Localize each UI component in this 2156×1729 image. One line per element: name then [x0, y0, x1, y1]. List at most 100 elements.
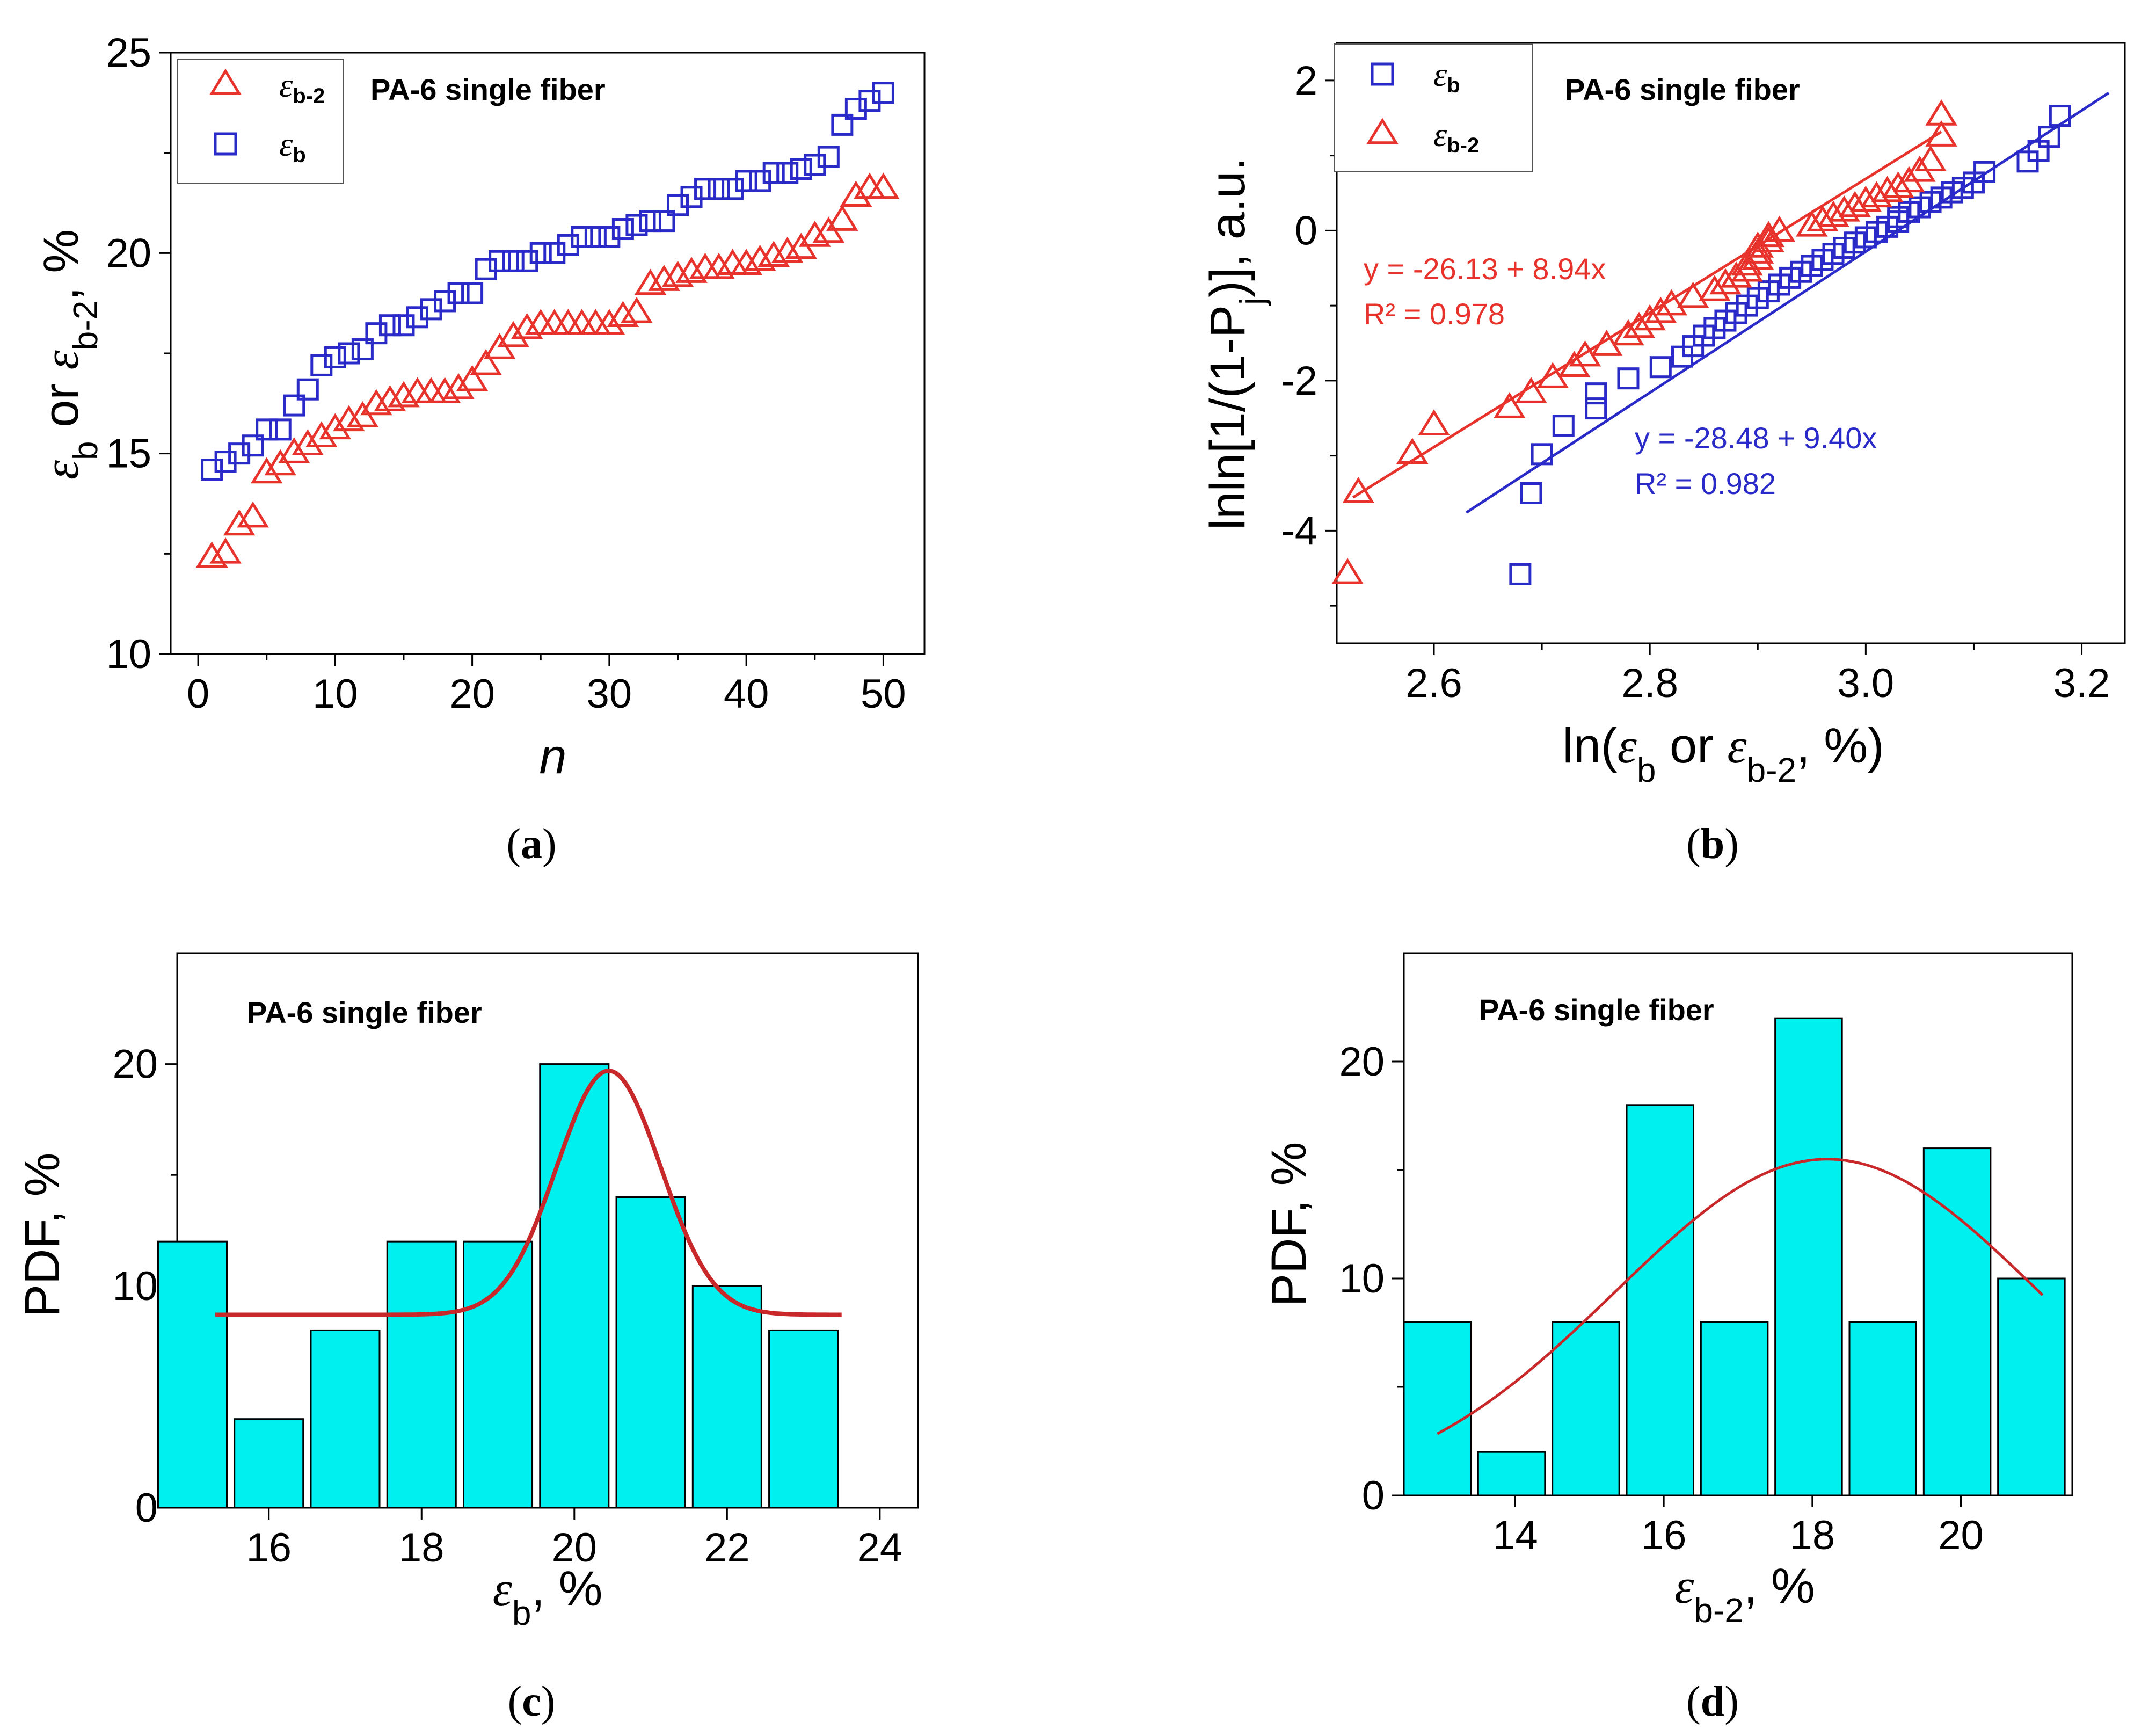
x-tick-label: 20: [449, 671, 495, 717]
data-point-eb2: [456, 365, 489, 391]
data-point-eb: [831, 113, 854, 136]
histogram-bar: [1477, 1451, 1546, 1496]
data-point-eb2: [840, 180, 872, 207]
data-point-eb2: [1655, 289, 1688, 316]
data-point-eb: [680, 186, 703, 208]
data-point-eb2: [470, 348, 502, 375]
x-tick-label: 20: [552, 1525, 598, 1571]
data-point-eb2: [1342, 477, 1374, 503]
histogram-bar: [157, 1240, 228, 1509]
data-point-eb2: [1644, 296, 1677, 323]
data-point-eb: [242, 434, 264, 457]
data-point-eb: [872, 82, 894, 104]
x-tick-label: 16: [246, 1525, 292, 1571]
data-point-eb: [1509, 563, 1532, 585]
data-point-eb: [296, 378, 319, 401]
data-point-eb2: [607, 301, 639, 328]
data-point-eb: [667, 194, 689, 216]
data-point-eb2: [771, 236, 804, 263]
data-point-eb: [1617, 367, 1640, 390]
data-point-eb: [406, 306, 428, 329]
data-point-eb2: [1796, 210, 1828, 237]
plot-frame: [1336, 42, 2126, 644]
data-point-eb2: [250, 457, 283, 484]
data-point-eb: [708, 178, 730, 200]
data-point-eb: [461, 282, 484, 304]
fit-equation-eb: y = -28.48 + 9.40x: [1635, 421, 1877, 455]
data-point-eb2: [1871, 176, 1904, 202]
data-point-eb2: [566, 309, 598, 335]
x-axis-title: n: [539, 729, 566, 784]
x-tick-label: 0: [187, 671, 209, 717]
histogram-bar: [1922, 1147, 1992, 1496]
data-point-eb: [256, 418, 278, 441]
data-point-eb: [324, 346, 346, 368]
data-point-eb: [2038, 126, 2060, 148]
fit-equation-eb2: y = -26.13 + 8.94x: [1364, 252, 1606, 286]
data-point-eb2: [497, 321, 529, 347]
data-point-eb: [351, 338, 374, 361]
x-tick-label: 16: [1641, 1513, 1687, 1558]
data-point-eb2: [1839, 191, 1871, 217]
x-tick-label: 10: [312, 671, 358, 717]
data-point-eb2: [579, 309, 612, 335]
data-point-eb2: [867, 172, 900, 199]
histogram-bar: [310, 1329, 381, 1509]
x-tick-label: 20: [1938, 1513, 1984, 1558]
data-point-eb2: [661, 260, 694, 287]
x-tick-label: 18: [399, 1525, 445, 1571]
data-point-eb: [338, 342, 360, 365]
data-point-eb: [858, 90, 881, 112]
data-point-eb2: [1515, 377, 1547, 403]
data-point-eb2: [1817, 200, 1849, 227]
y-tick-label: -4: [1281, 508, 1317, 554]
x-tick-label: 18: [1790, 1513, 1835, 1558]
data-point-eb2: [1493, 392, 1526, 418]
data-point-eb: [434, 290, 456, 313]
histogram-bar: [768, 1329, 839, 1509]
legend-marker: [1366, 118, 1399, 144]
data-point-eb2: [730, 249, 762, 275]
data-point-eb: [762, 162, 785, 184]
fit-r2-eb: R² = 0.982: [1635, 467, 1776, 500]
data-point-eb2: [826, 205, 858, 231]
data-point-eb2: [1590, 330, 1623, 356]
data-point-eb: [201, 459, 223, 481]
data-point-eb2: [292, 429, 324, 455]
data-point-eb2: [538, 309, 571, 335]
y-tick-label: 0: [1362, 1473, 1385, 1519]
data-point-eb: [1585, 382, 1607, 405]
data-point-eb: [516, 250, 538, 272]
data-point-eb2: [1925, 120, 1957, 147]
data-point-eb2: [333, 405, 365, 432]
x-tick-label: 2.8: [1621, 660, 1678, 706]
data-point-eb2: [1828, 195, 1860, 222]
data-point-eb: [269, 418, 292, 441]
data-point-eb2: [388, 381, 420, 408]
x-tick-label: 24: [857, 1525, 903, 1571]
x-tick-label: 40: [724, 671, 769, 717]
data-point-eb: [420, 298, 442, 321]
caption-d: (d): [1686, 1678, 1739, 1725]
data-point-eb2: [374, 385, 406, 411]
data-point-eb: [447, 282, 470, 304]
data-point-eb: [214, 451, 237, 473]
data-point-eb: [625, 214, 648, 236]
data-point-eb: [310, 354, 333, 376]
data-point-eb2: [1763, 215, 1796, 242]
data-point-eb: [776, 162, 799, 184]
data-point-eb: [228, 442, 251, 465]
y-tick-label: 20: [112, 1042, 158, 1087]
data-point-eb2: [799, 221, 831, 247]
data-point-eb: [2049, 105, 2071, 127]
data-point-eb: [790, 158, 812, 180]
data-point-eb: [378, 314, 401, 337]
data-point-eb2: [621, 296, 653, 323]
x-tick-label: 14: [1492, 1513, 1538, 1558]
data-point-eb: [611, 218, 634, 241]
data-point-eb2: [1699, 275, 1731, 301]
histogram-bar: [1626, 1104, 1694, 1496]
data-point-eb2: [1569, 340, 1601, 367]
